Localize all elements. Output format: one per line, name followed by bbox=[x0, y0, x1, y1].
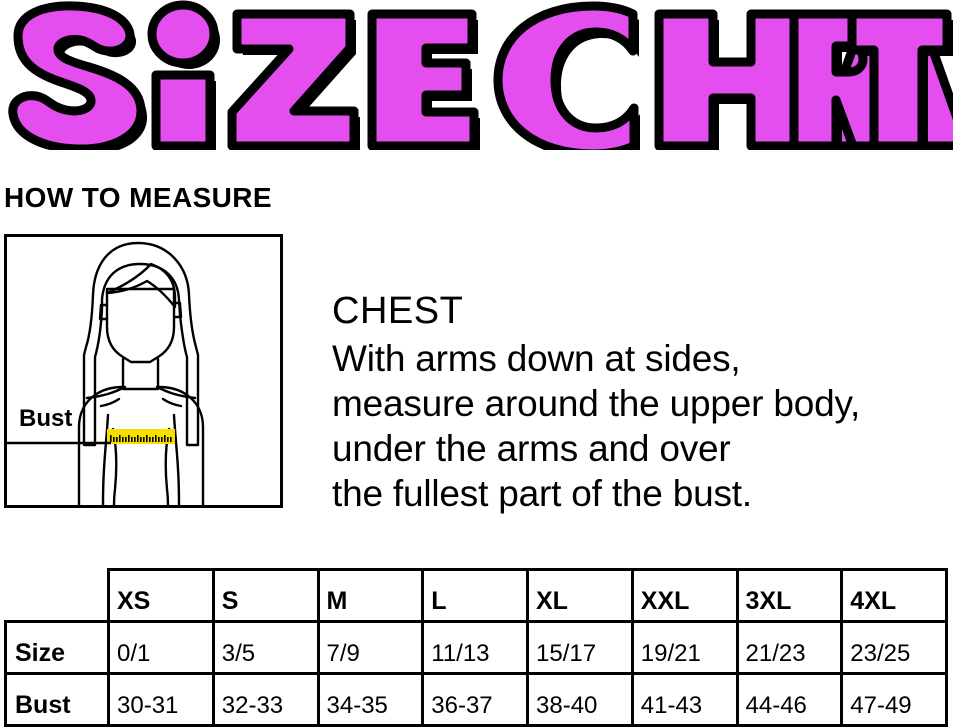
chest-line-1: With arms down at sides, bbox=[332, 338, 741, 379]
hair-bangs bbox=[105, 262, 177, 309]
ear-right bbox=[172, 301, 183, 319]
table-corner-blank bbox=[6, 570, 109, 622]
table-header-xl: XL bbox=[526, 568, 634, 623]
row-label-bust: Bust bbox=[4, 672, 110, 727]
cell-bust-3xl: 44-46 bbox=[735, 672, 844, 727]
title-letter-T bbox=[847, 9, 953, 150]
chest-heading: CHEST bbox=[332, 290, 464, 332]
table-header-4xl: 4XL bbox=[840, 568, 948, 623]
table-row-bust: Bust 30-31 32-33 34-35 36-37 38-40 41-43… bbox=[4, 672, 948, 727]
torso-right-outline bbox=[157, 385, 205, 505]
row-label-size: Size bbox=[4, 620, 110, 675]
table-header-l: L bbox=[421, 568, 529, 623]
title-letter-E bbox=[367, 9, 480, 150]
title-letter-i bbox=[147, 0, 220, 150]
hair-outline bbox=[82, 241, 200, 447]
cell-bust-xs: 30-31 bbox=[107, 672, 215, 727]
title-letter-Z bbox=[227, 9, 360, 150]
chest-description-block: CHEST With arms down at sides, measure a… bbox=[332, 288, 952, 516]
table-header-m: M bbox=[316, 568, 425, 623]
measuring-tape bbox=[107, 429, 175, 444]
cell-size-m: 7/9 bbox=[316, 620, 425, 675]
collarbone-right bbox=[161, 397, 183, 408]
chest-line-2: measure around the upper body, bbox=[332, 383, 861, 424]
table-header-xxl: XXL bbox=[630, 568, 739, 623]
table-header-xs: XS bbox=[107, 568, 215, 623]
bust-callout-label: Bust bbox=[17, 405, 75, 433]
title-letter-C bbox=[493, 1, 640, 150]
torso-side-right bbox=[164, 427, 171, 505]
torso-side-left bbox=[111, 427, 118, 505]
table-header-row: XS S M L XL XXL 3XL 4XL bbox=[6, 568, 948, 623]
cell-bust-l: 36-37 bbox=[421, 672, 529, 727]
cell-bust-4xl: 47-49 bbox=[840, 672, 948, 727]
cell-size-xl: 15/17 bbox=[526, 620, 634, 675]
title-letter-S bbox=[8, 1, 148, 150]
torso-left-outline bbox=[77, 385, 125, 505]
arm-inner-left bbox=[101, 413, 110, 505]
cell-size-xxl: 19/21 bbox=[630, 620, 739, 675]
chest-line-3: under the arms and over bbox=[332, 428, 731, 469]
face-outline bbox=[105, 287, 176, 364]
size-chart-table: XS S M L XL XXL 3XL 4XL Size 0/1 3/5 7/9… bbox=[4, 568, 948, 727]
page-title: .ttl-shadow { fill:#000000; } .ttl-body … bbox=[0, 0, 953, 150]
how-to-measure-heading: HOW TO MEASURE bbox=[4, 182, 272, 213]
female-figure-diagram bbox=[7, 241, 205, 505]
tape-ticks bbox=[110, 435, 172, 442]
size-chart-title-graphic: .ttl-shadow { fill:#000000; } .ttl-body … bbox=[8, 0, 953, 150]
measure-illustration: Bust bbox=[4, 234, 283, 508]
chest-line-4: the fullest part of the bust. bbox=[332, 473, 752, 514]
cell-bust-xl: 38-40 bbox=[526, 672, 634, 727]
cell-bust-xxl: 41-43 bbox=[630, 672, 739, 727]
cell-bust-m: 34-35 bbox=[316, 672, 425, 727]
neck bbox=[121, 357, 160, 391]
cell-size-s: 3/5 bbox=[211, 620, 320, 675]
collarbone-left bbox=[99, 397, 121, 408]
table-header-3xl: 3XL bbox=[735, 568, 844, 623]
title-letter-H bbox=[654, 9, 811, 150]
arm-inner-right bbox=[172, 413, 181, 505]
ear-left bbox=[98, 303, 109, 321]
cell-size-4xl: 23/25 bbox=[840, 620, 948, 675]
cell-size-xs: 0/1 bbox=[107, 620, 215, 675]
cell-size-l: 11/13 bbox=[421, 620, 529, 675]
table-header-s: S bbox=[211, 568, 320, 623]
table-row-size: Size 0/1 3/5 7/9 11/13 15/17 19/21 21/23… bbox=[4, 620, 948, 675]
cell-bust-s: 32-33 bbox=[211, 672, 320, 727]
cell-size-3xl: 21/23 bbox=[735, 620, 844, 675]
